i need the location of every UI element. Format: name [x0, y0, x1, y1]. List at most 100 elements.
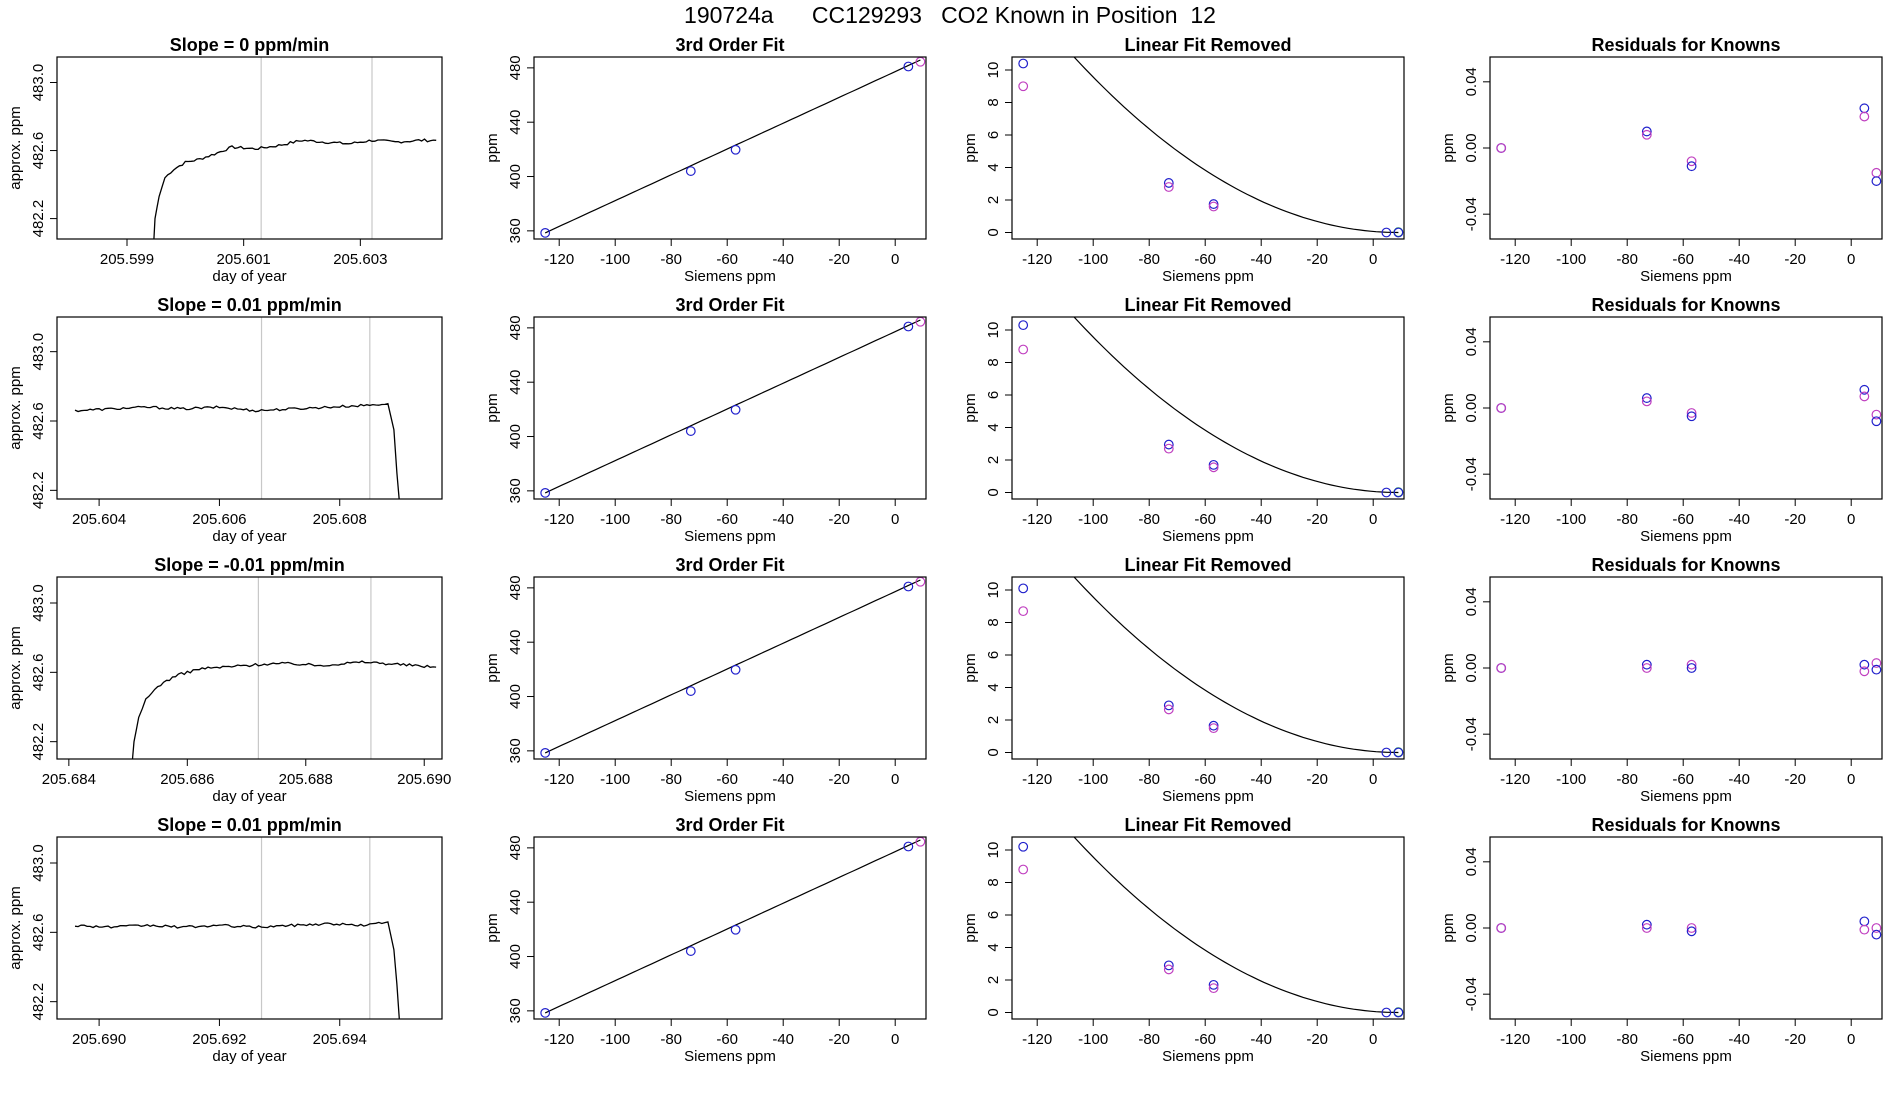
x-axis-label: Siemens ppm — [1640, 788, 1732, 805]
plot-frame — [1489, 576, 1883, 760]
x-axis-label: Siemens ppm — [684, 1048, 776, 1065]
x-tick-label: -40 — [1250, 771, 1272, 788]
data-point — [1496, 923, 1507, 933]
data-point — [1393, 1007, 1404, 1018]
x-axis-label: day of year — [212, 1048, 286, 1065]
panel-linear-0: Linear Fit Removed -120 -100 -80 -60 -40 -20 0 S… — [962, 35, 1405, 285]
x-tick-label: -20 — [828, 771, 850, 788]
plot-frame — [1011, 576, 1405, 760]
x-tick-label: -40 — [772, 511, 794, 528]
y-tick-label: 10 — [985, 582, 1002, 599]
data-layer — [1018, 577, 1404, 758]
plot-frame — [1489, 56, 1883, 240]
y-tick-label: 8 — [985, 98, 1002, 106]
data-point — [1871, 664, 1882, 675]
x-tick-label: -120 — [544, 1031, 574, 1048]
x-tick-label: 0 — [1369, 1031, 1377, 1048]
data-point — [1859, 924, 1870, 935]
data-point — [1871, 409, 1882, 420]
x-tick-label: -60 — [1672, 1031, 1694, 1048]
data-layer — [1496, 916, 1882, 940]
data-point — [1393, 487, 1404, 498]
y-tick-label: 482.2 — [30, 983, 47, 1021]
data-point — [1686, 161, 1697, 172]
x-tick-label: -40 — [1250, 511, 1272, 528]
x-tick-label: -60 — [1194, 251, 1216, 268]
x-tick-label: -120 — [1022, 1031, 1052, 1048]
fit-curve — [1073, 577, 1399, 754]
panel-title: Linear Fit Removed — [1124, 555, 1291, 575]
x-tick-label: 205.690 — [397, 771, 451, 788]
panel-fit-3: 3rd Order Fit -120 -100 -80 -60 -40 -20 0 Siemen… — [484, 815, 927, 1065]
x-axis-label: Siemens ppm — [1162, 528, 1254, 545]
data-layer — [153, 138, 437, 239]
data-point — [1018, 864, 1029, 875]
data-point — [1393, 227, 1404, 238]
panel-title: Slope = 0 ppm/min — [170, 35, 330, 55]
x-axis-label: Siemens ppm — [684, 528, 776, 545]
data-point — [1641, 396, 1652, 407]
y-tick-label: 4 — [985, 943, 1002, 951]
panel-title: Residuals for Knowns — [1591, 295, 1780, 315]
x-tick-label: -60 — [716, 1031, 738, 1048]
panel-title: Residuals for Knowns — [1591, 815, 1780, 835]
y-tick-label: 10 — [985, 842, 1002, 859]
y-tick-label: 360 — [507, 218, 524, 243]
data-point — [1686, 923, 1697, 933]
x-tick-label: -40 — [772, 771, 794, 788]
x-tick-label: -100 — [1556, 771, 1586, 788]
page-title: 190724a CC129293 CO2 Known in Position 1… — [684, 2, 1216, 28]
x-tick-label: -100 — [600, 1031, 630, 1048]
data-point — [1496, 663, 1507, 673]
y-axis-label: ppm — [962, 393, 979, 422]
plot-frame — [1011, 836, 1405, 1020]
series-line — [74, 921, 400, 1019]
data-point — [1018, 81, 1029, 92]
data-point — [540, 1007, 551, 1018]
y-tick-label: 0.04 — [1463, 587, 1480, 616]
data-point — [1859, 916, 1870, 927]
data-point — [1163, 443, 1174, 454]
y-tick-label: 482.6 — [30, 132, 47, 170]
data-point — [1686, 926, 1697, 937]
plot-frame — [56, 56, 443, 240]
y-tick-label: 440 — [507, 110, 524, 135]
x-tick-label: 0 — [1847, 771, 1855, 788]
series-line — [153, 138, 437, 239]
x-tick-label: 0 — [1847, 511, 1855, 528]
x-axis-label: Siemens ppm — [1640, 528, 1732, 545]
data-point — [1641, 129, 1652, 140]
x-tick-label: -20 — [1784, 771, 1806, 788]
x-tick-label: 0 — [1369, 251, 1377, 268]
y-tick-label: 360 — [507, 478, 524, 503]
x-tick-label: -20 — [828, 251, 850, 268]
x-tick-label: -40 — [1728, 511, 1750, 528]
data-layer — [540, 837, 926, 1018]
data-layer — [74, 402, 400, 499]
panel-title: Linear Fit Removed — [1124, 295, 1291, 315]
x-axis-label: day of year — [212, 528, 286, 545]
data-point — [1163, 964, 1174, 975]
data-point — [1686, 663, 1697, 673]
x-tick-label: 205.692 — [192, 1031, 246, 1048]
x-tick-label: -60 — [716, 251, 738, 268]
y-tick-label: 440 — [507, 370, 524, 395]
panel-title: Residuals for Knowns — [1591, 555, 1780, 575]
data-point — [1163, 704, 1174, 715]
y-tick-label: 0.00 — [1463, 133, 1480, 162]
x-tick-label: -120 — [1022, 771, 1052, 788]
data-layer — [540, 577, 926, 758]
data-point — [685, 426, 696, 436]
data-point — [1871, 176, 1882, 186]
y-tick-label: 6 — [985, 391, 1002, 399]
x-tick-label: -80 — [1616, 511, 1638, 528]
data-point — [540, 227, 551, 238]
x-tick-label: -80 — [660, 511, 682, 528]
panel-linear-1: Linear Fit Removed -120 -100 -80 -60 -40 -20 0 S… — [962, 295, 1405, 545]
data-point — [1641, 923, 1652, 933]
data-point — [1641, 126, 1652, 137]
data-layer — [1018, 57, 1404, 238]
data-point — [1641, 663, 1652, 673]
data-point — [1208, 459, 1219, 470]
